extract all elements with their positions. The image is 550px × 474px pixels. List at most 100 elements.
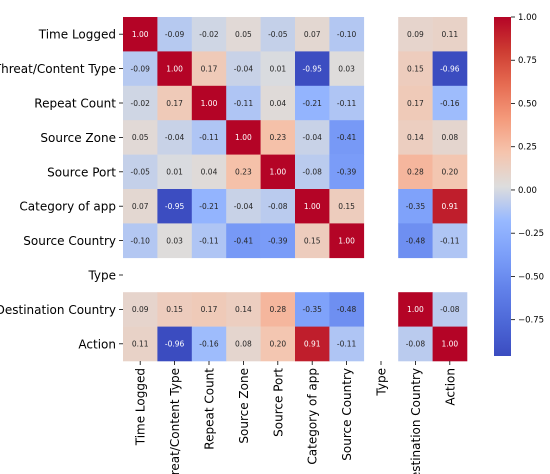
cell-value-label: -0.11 [199,133,219,142]
heatmap-cell-category-of-app-source-zone [226,189,261,224]
row-label-source-country: Source Country [23,234,116,248]
cell-value-label: -0.09 [165,30,185,39]
cell-value-label: -0.21 [199,202,219,211]
cell-value-label: -0.05 [268,30,288,39]
colorbar-tick-label: 0.75 [518,56,537,66]
cell-value-label: 0.11 [441,30,458,39]
heatmap-cell-action-threat-content-type [157,326,193,362]
colorbar-tick-label: −0.75 [518,316,544,326]
cell-value-label: 0.20 [269,340,286,349]
column-label-category-of-app: Category of app [306,368,320,465]
heatmap-cell-category-of-app-threat-content-type [157,189,193,224]
cell-value-label: 0.17 [407,99,424,108]
row-label-threat-content-type: Threat/Content Type [0,62,116,76]
cell-value-label: -0.39 [337,168,357,177]
heatmap-cell-source-zone-category-of-app [295,120,330,155]
cell-value-label: -0.08 [440,305,460,314]
cell-value-label: -0.11 [337,340,357,349]
cell-value-label: 0.28 [407,168,424,177]
heatmap-cell-source-country-category-of-app [295,223,330,259]
heatmap-cell-category-of-app-action [432,189,468,224]
heatmap-cell-source-country-source-country [329,223,365,259]
cell-value-label: -0.04 [302,133,322,142]
heatmap-cell-destination-country-source-port [260,292,296,327]
cell-value-label: 0.03 [338,64,355,73]
heatmap-cell-action-source-port [260,326,296,362]
cell-value-label: 0.07 [304,30,321,39]
heatmap-cell-action-source-country [329,326,365,362]
row-label-repeat-count: Repeat Count [34,97,116,111]
cell-value-label: 1.00 [132,30,149,39]
cell-value-label: 0.20 [441,168,458,177]
heatmap-cell-action-action [432,326,468,362]
cell-value-label: 1.00 [407,305,424,314]
cell-value-label: 0.14 [235,305,252,314]
heatmap-cell-category-of-app-repeat-count [191,189,227,224]
heatmap-cell-time-logged-action [432,17,468,52]
cell-value-label: 1.00 [166,64,183,73]
cell-value-label: 0.01 [269,64,286,73]
heatmap-cell-category-of-app-destination-country [398,189,433,224]
heatmap-cell-action-source-zone [226,326,261,362]
heatmap-cell-source-zone-source-zone [226,120,261,155]
cell-value-label: -0.08 [406,340,426,349]
row-label-time-logged: Time Logged [38,28,116,42]
cell-value-label: -0.39 [268,236,288,245]
row-label-action: Action [78,337,116,351]
cell-value-label: 1.00 [235,133,252,142]
colorbar-tick-label: 0.25 [518,143,537,153]
cell-value-label: 0.07 [132,202,149,211]
cell-value-label: 0.14 [407,133,424,142]
heatmap-cell-source-country-action [432,223,468,259]
cell-value-label: -0.04 [234,64,254,73]
cell-value-label: 0.08 [441,133,458,142]
cell-value-label: 0.15 [338,202,355,211]
cell-value-label: -0.41 [337,133,357,142]
column-label-time-logged: Time Logged [134,368,148,446]
heatmap-cell-source-country-destination-country [398,223,433,259]
heatmap-cell-time-logged-destination-country [398,17,433,52]
colorbar-ticks: 1.00 0.75 0.50 0.25 0.00 −0.25 −0.50 −0.75 [511,13,544,326]
cell-value-label: -0.11 [199,236,219,245]
cell-value-label: -0.96 [440,64,460,73]
column-label-repeat-count: Repeat Count [203,368,217,450]
cell-value-label: 0.04 [269,99,286,108]
cell-value-label: -0.48 [337,305,357,314]
cell-value-label: 0.17 [166,99,183,108]
cell-value-label: -0.16 [199,340,219,349]
column-label-source-zone: Source Zone [237,368,251,444]
row-label-type: Type [87,269,116,283]
cell-value-label: 0.15 [304,236,321,245]
heatmap-cell-action-category-of-app [295,326,330,362]
column-label-destination-country: Destination Country [409,368,423,474]
cell-value-label: -0.11 [440,236,460,245]
heatmap-cell-time-logged-time-logged [123,17,158,52]
cell-value-label: -0.08 [302,168,322,177]
heatmap-cell-time-logged-source-port [260,17,296,52]
cell-value-label: 1.00 [269,168,286,177]
cell-value-label: 0.05 [235,30,252,39]
cell-value-label: 0.91 [441,202,458,211]
cell-value-label: -0.09 [130,64,150,73]
heatmap-cell-source-port-repeat-count [191,154,227,190]
heatmap-cell-source-zone-time-logged [123,120,158,155]
heatmap-cell-repeat-count-time-logged [123,85,158,121]
heatmap-cell-time-logged-source-country [329,17,365,52]
heatmap-cell-action-repeat-count [191,326,227,362]
heatmap-cell-repeat-count-repeat-count [191,85,227,121]
cell-value-label: -0.96 [165,340,185,349]
heatmap-cell-source-zone-action [432,120,468,155]
cell-value-label: -0.35 [302,305,322,314]
cell-value-label: -0.95 [302,64,322,73]
heatmap-cell-source-port-source-zone [226,154,261,190]
heatmap-cell-source-country-time-logged [123,223,158,259]
heatmap-cell-category-of-app-time-logged [123,189,158,224]
row-label-destination-country: Destination Country [0,303,116,317]
cell-value-label: -0.04 [165,133,185,142]
column-label-source-country: Source Country [340,368,354,461]
heatmap-cell-source-port-category-of-app [295,154,330,190]
heatmap-cell-source-country-threat-content-type [157,223,193,259]
cell-value-label: 0.11 [132,340,149,349]
cell-value-label: 0.09 [132,305,149,314]
